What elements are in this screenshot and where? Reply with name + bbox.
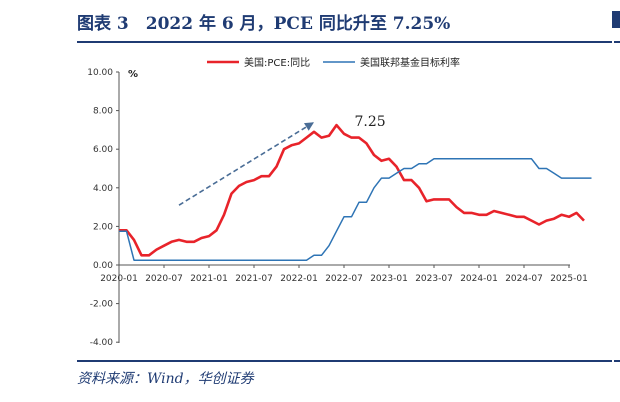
x-tick-label: 2021-07 (235, 274, 273, 284)
x-tick-label: 2022-07 (325, 274, 363, 284)
trend-arrow-head (304, 122, 314, 131)
top-rule-tail (614, 41, 620, 43)
x-tick-label: 2021-01 (190, 274, 228, 284)
y-tick-label: 4.00 (93, 184, 113, 194)
y-tick-label: 0.00 (93, 261, 113, 271)
x-tick-label: 2020-07 (145, 274, 183, 284)
source-note: 资料来源：Wind，华创证券 (77, 371, 254, 387)
trend-arrow-line (178, 121, 315, 206)
peak-annotation: 7.25 (355, 114, 386, 130)
figure-title: 图表 3 2022 年 6 月，PCE 同比升至 7.25% (77, 14, 451, 34)
pce-series-line (119, 123, 585, 257)
y-tick-label: 2.00 (93, 222, 113, 232)
y-tick-label: 10.00 (87, 68, 113, 78)
top-rule (77, 41, 612, 43)
chart-axes: 10.00 8.00 6.00 4.00 2.00 0.00 -2.00 -4.00% 2020… (87, 68, 588, 348)
x-tick-label: 2022-01 (280, 274, 318, 284)
x-tick-label: 2023-01 (370, 274, 408, 284)
y-unit-label: % (128, 69, 138, 80)
chart-legend: 美国:PCE:同比 美国联邦基金目标利率 (207, 56, 460, 69)
fed-rate-series-line (119, 158, 592, 261)
y-tick-label: -4.00 (90, 338, 114, 348)
y-tick-label: -2.00 (90, 300, 114, 310)
y-tick-label: 8.00 (93, 107, 113, 117)
x-tick-label: 2020-01 (100, 274, 138, 284)
y-tick-label: 6.00 (93, 145, 113, 155)
x-tick-label: 2024-07 (505, 274, 543, 284)
title-decoration (612, 11, 620, 28)
chart-marks: 7.25 (119, 114, 592, 261)
legend-label-pce: 美国:PCE:同比 (244, 56, 310, 69)
legend-label-fed-rate: 美国联邦基金目标利率 (360, 56, 460, 69)
x-tick-label: 2023-07 (415, 274, 453, 284)
bottom-rule-tail (614, 360, 620, 362)
x-tick-label: 2024-01 (460, 274, 498, 284)
x-tick-label: 2025-01 (550, 274, 588, 284)
bottom-rule (77, 360, 612, 362)
title-bar: 图表 3 2022 年 6 月，PCE 同比升至 7.25% (0, 0, 620, 40)
